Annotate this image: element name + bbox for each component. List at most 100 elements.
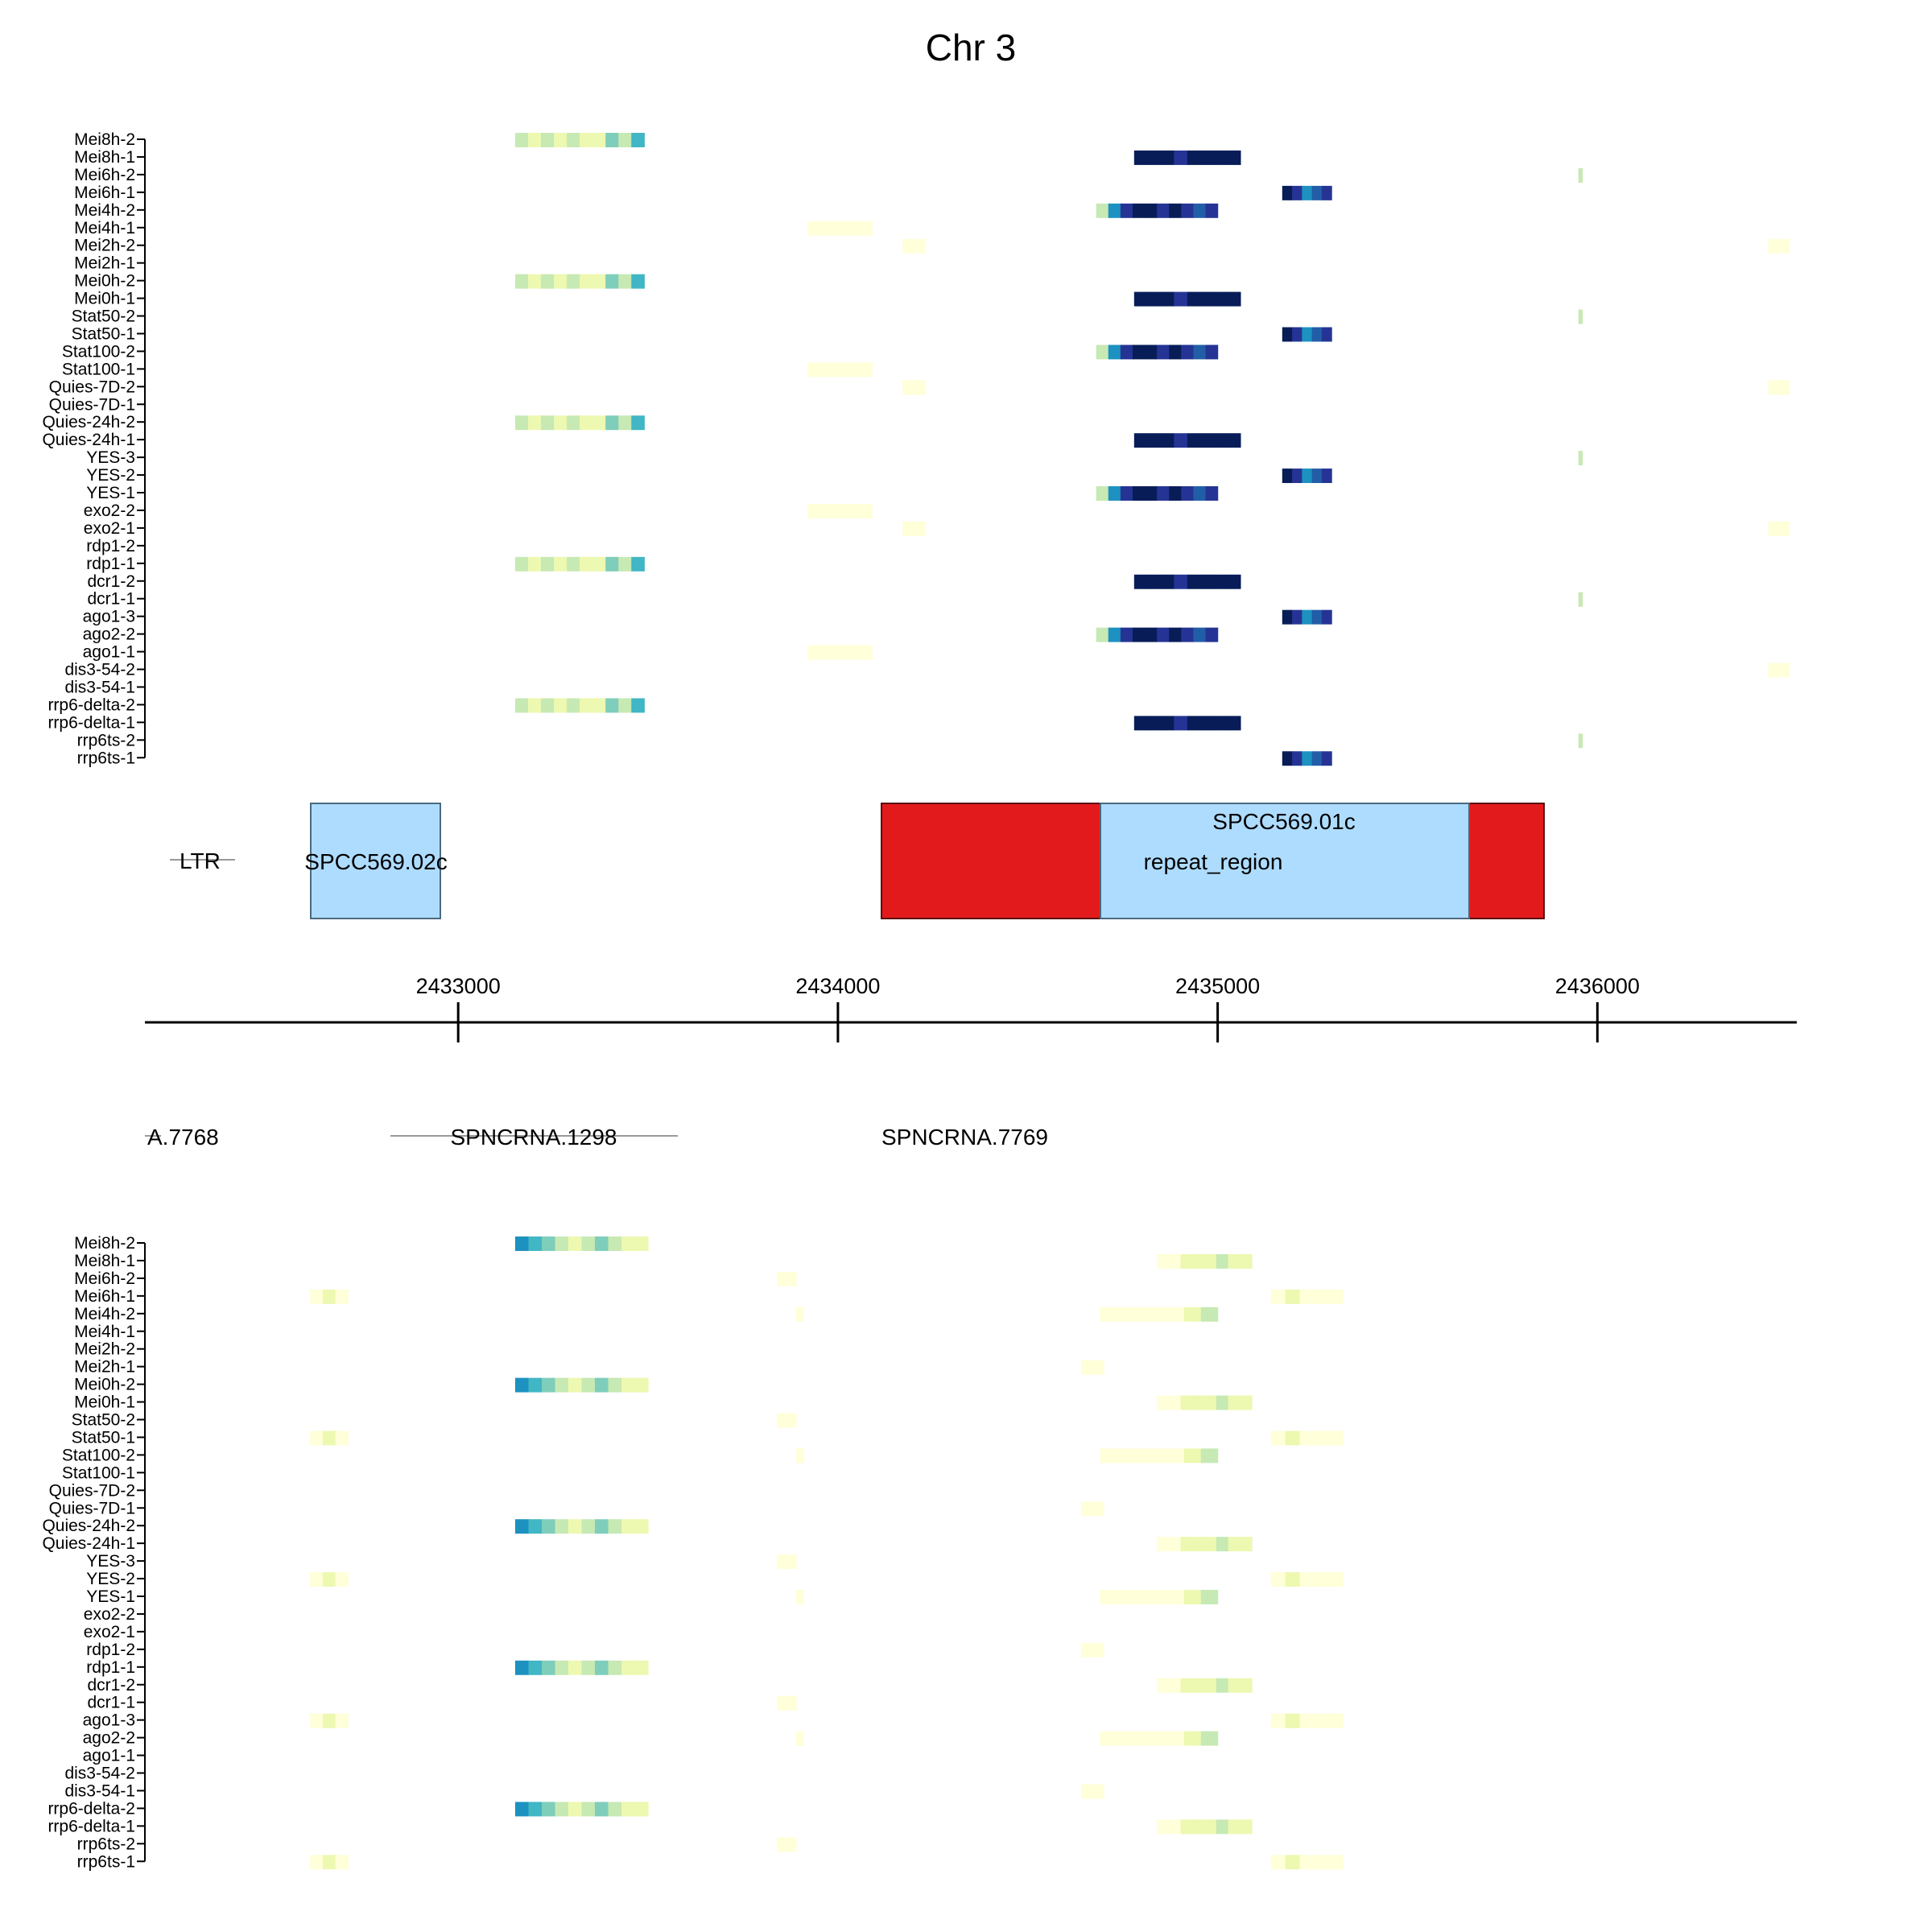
bottom-cell-rdp1-1-0-3 — [555, 1660, 569, 1675]
bottom-cell-ago1-3-4-3 — [1314, 1713, 1329, 1728]
bottom-cell-mei6h-1-3-2 — [335, 1289, 349, 1304]
top-cell-mei0h-2-0-4 — [567, 274, 580, 289]
top-cell-stat100-2-3-4 — [1145, 345, 1158, 360]
bottom-cell-mei4h-2-5-3 — [1150, 1307, 1168, 1322]
bottom-cell-yes-1-5-5 — [1183, 1590, 1202, 1604]
top-cell-dcr1-2-1-5 — [1200, 574, 1215, 589]
bottom-cell-mei4h-2-5-4 — [1166, 1307, 1185, 1322]
bottom-cell-quies-24h-1-1-4 — [1204, 1537, 1217, 1552]
bottom-cell-stat50-1-4-4 — [1328, 1430, 1344, 1446]
top-cell-mei8h-1-1-2 — [1160, 150, 1174, 165]
bottom-cell-rrp6ts-1-3-2 — [335, 1855, 349, 1870]
top-cell-ago2-2-3-1 — [1108, 627, 1121, 642]
bottom-cell-mei0h-1-1-3 — [1192, 1395, 1205, 1410]
top-cell-mei4h-2-3-8 — [1193, 203, 1207, 218]
bottom-cell-rdp1-1-0-1 — [528, 1660, 543, 1675]
top-cell-mei8h-2-0-4 — [567, 133, 580, 147]
top-cell-yes-1-3-5 — [1157, 486, 1170, 501]
bottom-cell-ago1-3-3-2 — [335, 1713, 349, 1728]
bottom-row-label-mei2h-2: Mei2h-2 — [74, 1340, 135, 1359]
top-cell-mei6h-1-2-1 — [1292, 185, 1302, 200]
top-row-label-dcr1-1: dcr1-1 — [87, 590, 135, 609]
bottom-row-label-rrp6-delta-1: rrp6-delta-1 — [47, 1817, 135, 1835]
top-cell-mei0h-2-0-0 — [514, 274, 529, 289]
gene-box-spcc569-02c — [310, 803, 441, 919]
top-cell-mei4h-2-3-9 — [1205, 203, 1219, 218]
bottom-cell-ago1-3-4-4 — [1328, 1713, 1344, 1728]
top-cell-quies-24h-2-0-2 — [541, 415, 555, 431]
bottom-row-label-yes-2: YES-2 — [86, 1570, 135, 1588]
bottom-cell-yes-2-4-2 — [1299, 1572, 1315, 1587]
top-cell-mei8h-1-1-7 — [1227, 150, 1241, 165]
top-cell-mei8h-1-1-1 — [1147, 150, 1162, 165]
bottom-cell-mei8h-2-0-4 — [568, 1236, 583, 1251]
top-cell-mei8h-1-1-0 — [1133, 150, 1148, 165]
top-cell-rrp6ts-1-2-0 — [1282, 751, 1293, 766]
top-cell-quies-24h-2-0-3 — [554, 415, 568, 431]
top-cell-quies-24h-1-1-6 — [1213, 433, 1228, 448]
top-row-label-quies-7d-1: Quies-7D-1 — [49, 395, 135, 414]
top-cell-mei0h-2-0-7 — [605, 274, 619, 289]
top-cell-rrp6-delta-2-0-2 — [541, 698, 555, 713]
top-cell-stat50-1-2-4 — [1321, 327, 1332, 342]
top-row-label-dis3-54-2: dis3-54-2 — [64, 661, 135, 679]
top-cell-stat100-1-4-0 — [807, 362, 873, 378]
bottom-row-label-mei2h-1: Mei2h-1 — [74, 1358, 135, 1377]
bottom-row-label-yes-3: YES-3 — [86, 1552, 135, 1571]
top-cell-rrp6-delta-2-0-1 — [527, 698, 542, 713]
top-row-label-mei0h-2: Mei0h-2 — [74, 272, 135, 291]
bottom-cell-ago2-2-5-3 — [1150, 1731, 1168, 1746]
bottom-cell-yes-2-3-0 — [310, 1572, 324, 1587]
top-cell-mei8h-1-1-4 — [1187, 150, 1201, 165]
top-cell-rrp6-delta-1-1-1 — [1147, 716, 1162, 731]
top-row-label-mei6h-1: Mei6h-1 — [74, 184, 135, 202]
bottom-cell-rrp6ts-1-4-4 — [1328, 1855, 1344, 1870]
bottom-row-label-rrp6ts-2: rrp6ts-2 — [77, 1835, 135, 1853]
bottom-cell-mei8h-1-1-0 — [1157, 1253, 1170, 1269]
bottom-cell-mei0h-2-0-3 — [555, 1377, 569, 1393]
bottom-cell-yes-2-4-0 — [1270, 1572, 1286, 1587]
bottom-cell-quies-24h-1-1-3 — [1192, 1537, 1205, 1552]
bottom-row-label-quies-7d-1: Quies-7D-1 — [49, 1499, 135, 1517]
bottom-cell-ago1-3-3-0 — [310, 1713, 324, 1728]
bottom-cell-quies-24h-2-0-4 — [568, 1519, 583, 1534]
bottom-cell-rrp6ts-1-4-1 — [1285, 1855, 1301, 1870]
bottom-cell-rrp6-delta-2-0-8 — [621, 1802, 636, 1817]
top-cell-mei0h-1-1-1 — [1147, 291, 1162, 307]
top-cell-rdp1-1-0-2 — [541, 556, 555, 572]
top-cell-yes-1-3-2 — [1120, 486, 1133, 501]
top-cell-mei2h-2-7-0 — [1768, 238, 1790, 254]
bottom-row-label-quies-7d-2: Quies-7D-2 — [49, 1481, 135, 1500]
bottom-cell-mei6h-1-3-1 — [322, 1289, 336, 1304]
top-cell-ago2-2-3-6 — [1169, 627, 1182, 642]
top-cell-mei4h-2-3-4 — [1145, 203, 1158, 218]
bottom-cell-ago1-3-3-1 — [322, 1713, 336, 1728]
top-row-label-dcr1-2: dcr1-2 — [87, 572, 135, 591]
bottom-row-label-ago2-2: ago2-2 — [83, 1729, 135, 1748]
top-cell-stat100-2-3-9 — [1205, 345, 1219, 360]
top-cell-mei0h-1-1-6 — [1213, 291, 1228, 307]
bottom-cell-stat100-2-5-0 — [1100, 1448, 1117, 1463]
bottom-cell-quies-24h-2-0-7 — [608, 1519, 622, 1534]
top-cell-stat100-2-3-7 — [1181, 345, 1195, 360]
top-row-label-rdp1-2: rdp1-2 — [86, 537, 135, 555]
bottom-cell-dcr1-2-1-4 — [1204, 1678, 1217, 1693]
top-cell-ago1-3-2-4 — [1321, 609, 1332, 625]
top-cell-stat100-2-3-6 — [1169, 345, 1182, 360]
top-cell-ago2-2-3-7 — [1181, 627, 1195, 642]
top-cell-ago1-1-4-0 — [807, 645, 873, 660]
bottom-cell-stat50-1-4-3 — [1314, 1430, 1329, 1446]
top-row-label-mei4h-2: Mei4h-2 — [74, 201, 135, 220]
bottom-cell-mei8h-1-1-3 — [1192, 1253, 1205, 1269]
top-cell-yes-2-2-3 — [1311, 469, 1323, 484]
top-cell-mei0h-1-1-0 — [1133, 291, 1148, 307]
top-cell-rrp6-delta-2-0-8 — [618, 698, 632, 713]
bottom-cell-rdp1-1-0-5 — [581, 1660, 596, 1675]
top-row-label-rrp6ts-2: rrp6ts-2 — [77, 731, 135, 749]
bottom-cell-dcr1-2-1-2 — [1180, 1678, 1193, 1693]
top-cell-mei0h-2-0-2 — [541, 274, 555, 289]
top-cell-quies-24h-1-1-5 — [1200, 433, 1215, 448]
top-cell-mei4h-2-3-2 — [1120, 203, 1133, 218]
top-cell-ago2-2-3-3 — [1132, 627, 1146, 642]
bottom-cell-mei4h-2-5-0 — [1100, 1307, 1117, 1322]
